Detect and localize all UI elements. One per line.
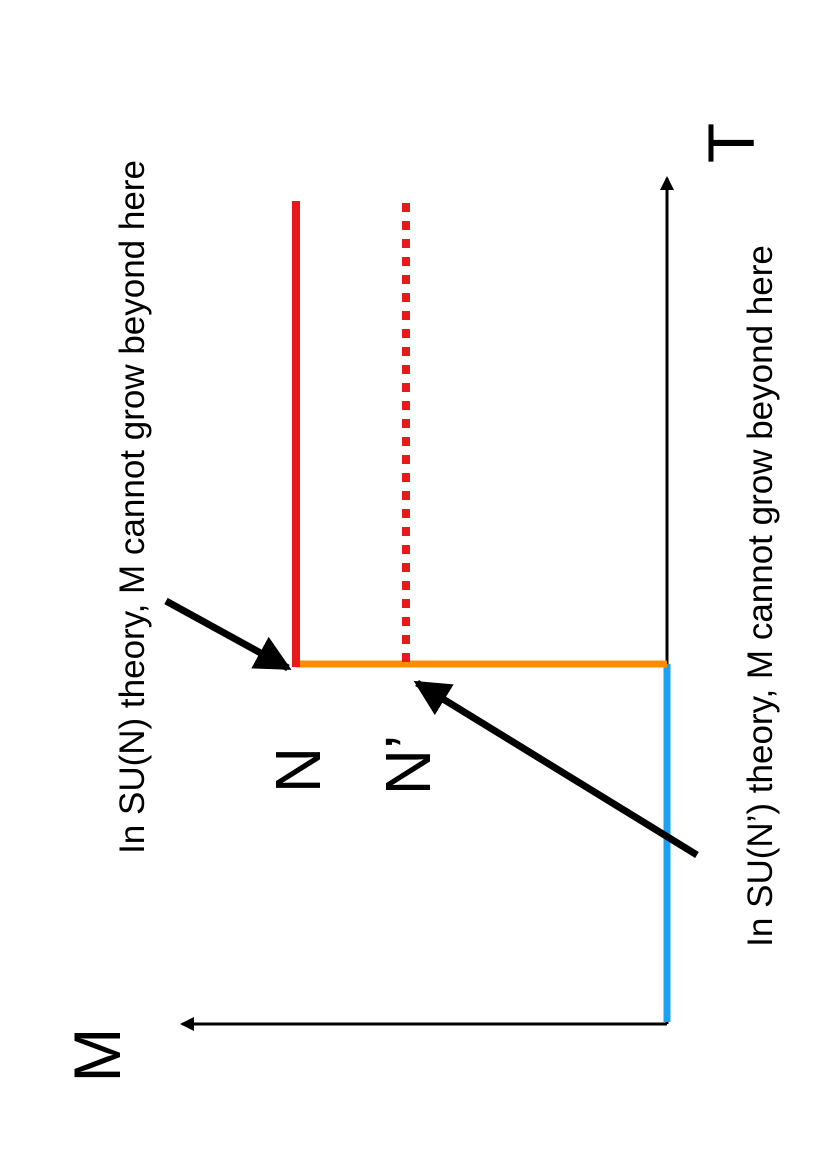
m-axis-label: M xyxy=(60,1028,134,1083)
callout-arrows xyxy=(164,597,699,858)
n-prime-level-label: N’ xyxy=(372,735,444,795)
axes-group xyxy=(180,176,674,1031)
su-n-annotation: In SU(N) theory, M cannot grow beyond he… xyxy=(113,160,152,854)
n-level-label: N xyxy=(262,747,334,793)
su-n-arrow xyxy=(164,597,292,672)
su-n-prime-arrow xyxy=(413,680,699,858)
curve-group xyxy=(292,201,671,1022)
t-axis-label: T xyxy=(694,123,768,163)
su-n-prime-annotation: In SU(N’) theory, M cannot grow beyond h… xyxy=(741,245,780,947)
